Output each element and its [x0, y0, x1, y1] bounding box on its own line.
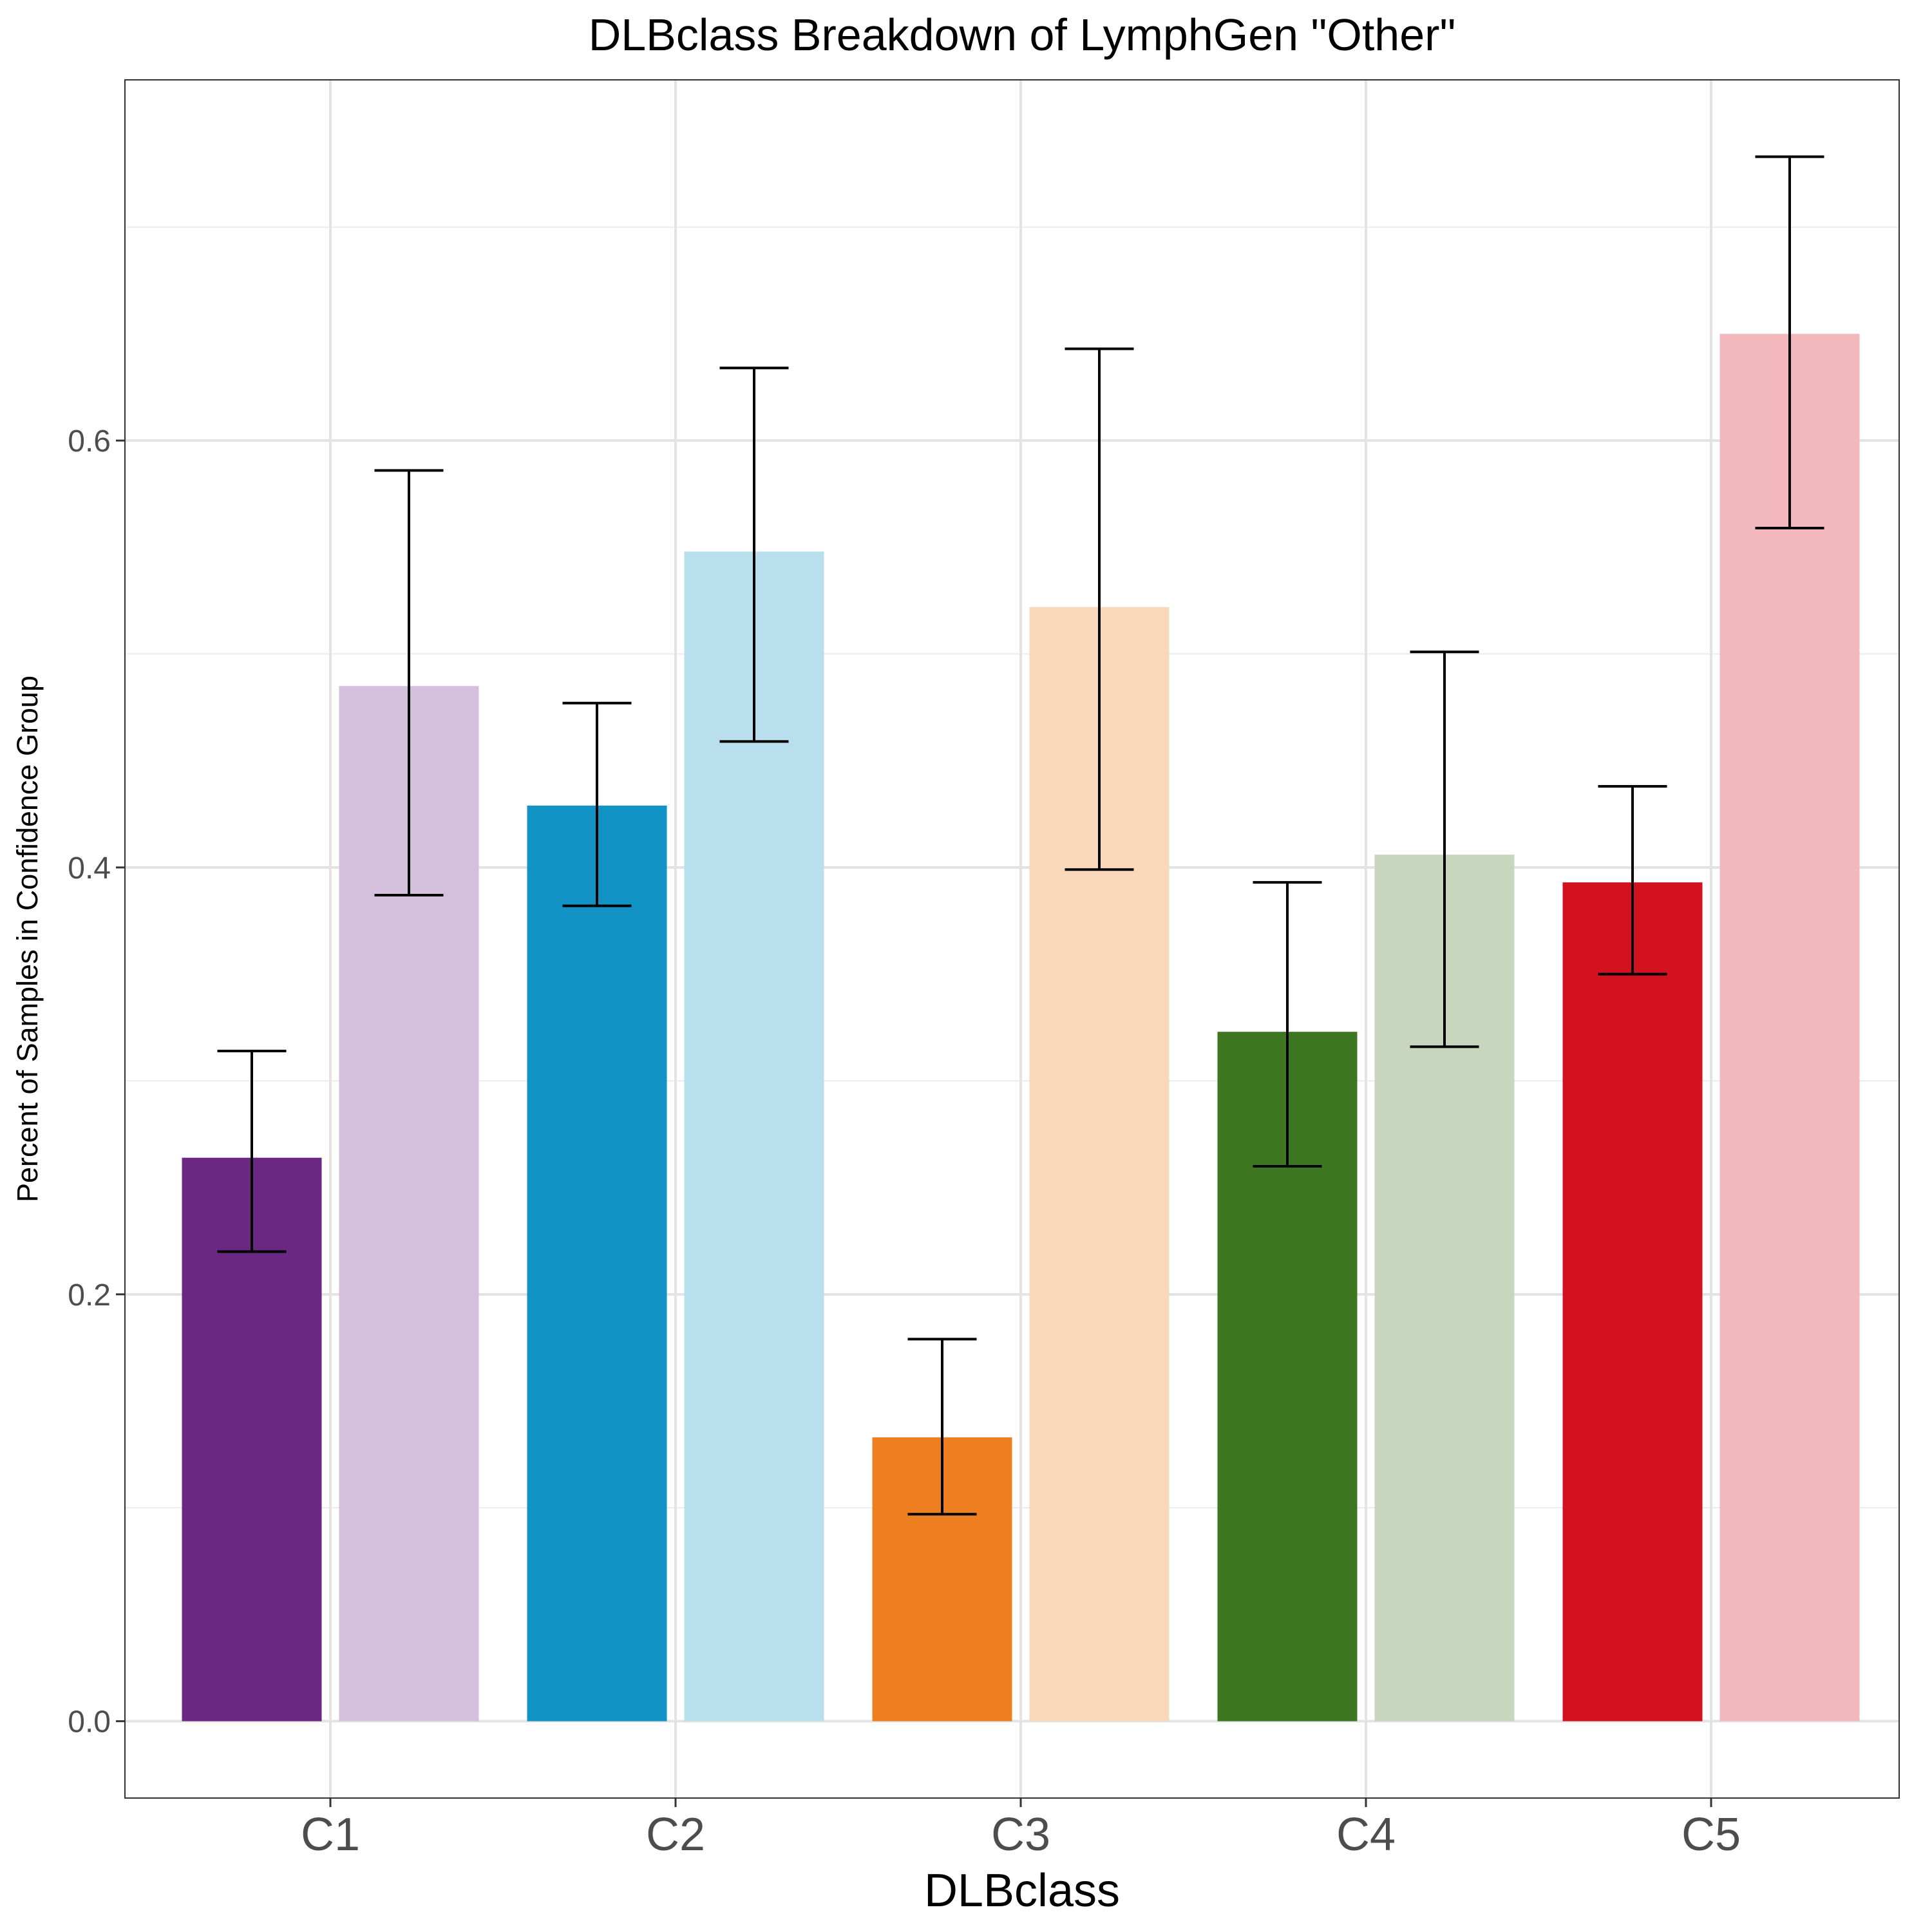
error-bars — [217, 155, 1824, 1516]
y-axis-title: Percent of Samples in Confidence Group — [11, 676, 44, 1202]
y-axis: 0.0 0.2 0.4 0.6 — [68, 424, 125, 1739]
x-tick-label: C1 — [301, 1809, 360, 1861]
gridlines — [125, 80, 1899, 1798]
x-tick-label: C2 — [646, 1809, 705, 1861]
x-axis: C1 C2 C3 C4 C5 — [301, 1798, 1741, 1861]
error-bar-C3-2 — [1065, 347, 1134, 871]
error-bar-C4-2 — [1410, 650, 1479, 1048]
error-bar-C2-2 — [719, 366, 789, 743]
x-tick-label: C3 — [991, 1809, 1050, 1861]
x-axis-title: DLBclass — [924, 1865, 1120, 1917]
x-tick-label: C5 — [1681, 1809, 1741, 1861]
y-tick-label: 0.6 — [68, 424, 111, 459]
y-tick-label: 0.4 — [68, 851, 111, 886]
y-tick-label: 0.2 — [68, 1278, 111, 1312]
error-bar-C1-1 — [217, 1050, 287, 1253]
error-bar-C1-2 — [374, 469, 444, 897]
error-bar-C3-1 — [907, 1338, 977, 1516]
plot-border — [124, 79, 1900, 1799]
x-tick-label: C4 — [1336, 1809, 1396, 1861]
chart-title: DLBclass Breakdown of LymphGen "Other" — [589, 10, 1456, 60]
error-bar-C2-1 — [562, 701, 632, 907]
bar-C5-1 — [1562, 882, 1703, 1721]
bars — [182, 334, 1860, 1721]
error-bar-C4-1 — [1253, 881, 1322, 1168]
error-bar-C5-2 — [1755, 155, 1824, 529]
error-bar-C5-1 — [1598, 785, 1667, 976]
bar-C2-1 — [527, 805, 667, 1721]
bar-C5-2 — [1719, 334, 1860, 1721]
y-tick-label: 0.0 — [68, 1705, 111, 1739]
bar-C2-2 — [684, 551, 824, 1721]
